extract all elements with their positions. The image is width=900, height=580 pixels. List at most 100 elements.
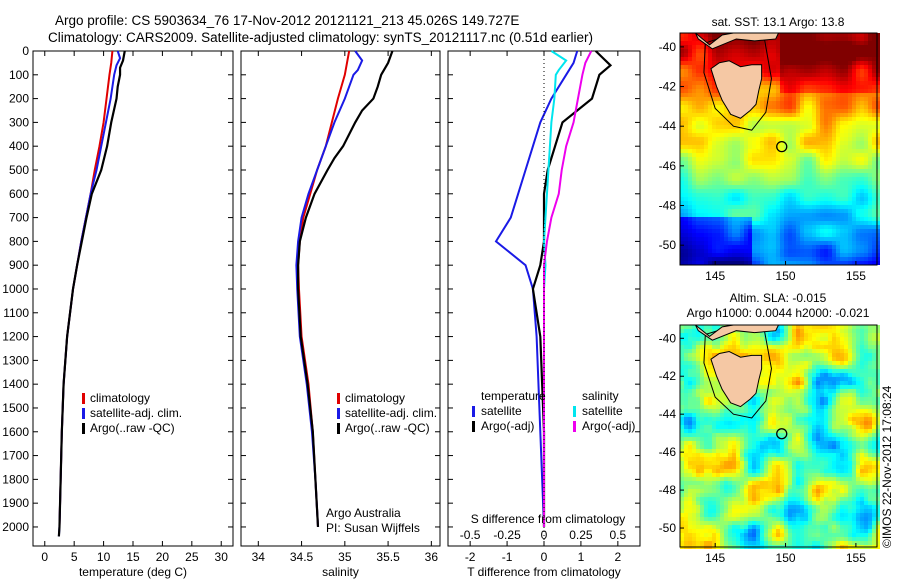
sst-map-cell: [776, 229, 780, 233]
sla-map-cell: [844, 345, 848, 349]
sla-map-cell: [700, 401, 704, 405]
sst-map-cell: [828, 93, 832, 97]
sst-map-cell: [760, 125, 764, 129]
sst-map-cell: [760, 157, 764, 161]
sla-map-cell: [756, 437, 760, 441]
sst-map-cell: [740, 253, 744, 257]
sla-map-cell: [704, 409, 708, 413]
sla-map-cell: [856, 345, 860, 349]
sst-map-cell: [840, 129, 844, 133]
sst-map-cell: [728, 209, 732, 213]
sla-map-cell: [712, 449, 716, 453]
sst-map-cell: [852, 197, 856, 201]
sst-map-cell: [812, 193, 816, 197]
sst-map-cell: [704, 129, 708, 133]
sst-map-cell: [716, 121, 720, 125]
sst-map-cell: [792, 137, 796, 141]
sst-map-cell: [852, 185, 856, 189]
sst-map-cell: [784, 161, 788, 165]
sst-map-cell: [792, 41, 796, 45]
sst-map-cell: [696, 113, 700, 117]
sla-map-cell: [856, 377, 860, 381]
sst-map-cell: [808, 101, 812, 105]
sst-map-cell: [800, 169, 804, 173]
sst-map-cell: [752, 253, 756, 257]
sst-map-cell: [876, 237, 880, 241]
sst-map-cell: [780, 33, 784, 37]
sst-map-cell: [776, 253, 780, 257]
sst-map-cell: [780, 201, 784, 205]
sst-map-cell: [848, 181, 852, 185]
sla-map-cell: [696, 461, 700, 465]
sst-map-cell: [740, 153, 744, 157]
sla-map-cell: [740, 465, 744, 469]
sst-map-cell: [784, 113, 788, 117]
sst-map-cell: [848, 57, 852, 61]
sla-map-cell: [856, 405, 860, 409]
sst-map-cell: [824, 201, 828, 205]
sst-map-cell: [848, 213, 852, 217]
sst-map-cell: [820, 121, 824, 125]
sst-map-cell: [768, 241, 772, 245]
sst-map-cell: [800, 61, 804, 65]
sst-map-cell: [820, 201, 824, 205]
sla-map-cell: [872, 345, 876, 349]
sst-map-cell: [704, 249, 708, 253]
temperature-profile-ytick-label: 1600: [2, 425, 29, 439]
sla-map-cell: [772, 437, 776, 441]
sst-map-cell: [760, 221, 764, 225]
sst-map-cell: [840, 61, 844, 65]
sst-map-cell: [852, 113, 856, 117]
sst-map-cell: [788, 137, 792, 141]
sst-map-cell: [712, 177, 716, 181]
sst-map-cell: [752, 53, 756, 57]
sla-map-cell: [756, 345, 760, 349]
sst-map-cell: [716, 101, 720, 105]
sst-map-cell: [800, 249, 804, 253]
sla-map-cell: [700, 449, 704, 453]
sst-map-cell: [684, 113, 688, 117]
sla-map-cell: [812, 413, 816, 417]
sla-map-cell: [872, 333, 876, 337]
sla-map-cell: [744, 409, 748, 413]
sst-map-cell: [792, 153, 796, 157]
sst-map-cell: [844, 261, 848, 265]
sst-map-cell: [872, 149, 876, 153]
sla-map-cell: [740, 341, 744, 345]
sst-map-cell: [824, 161, 828, 165]
sst-map-cell: [708, 109, 712, 113]
sst-map-cell: [764, 169, 768, 173]
sst-map-cell: [860, 41, 864, 45]
sla-map-cell: [760, 377, 764, 381]
sla-map-cell: [784, 389, 788, 393]
sst-map-cell: [836, 89, 840, 93]
sst-map-cell: [716, 137, 720, 141]
sst-map-cell: [716, 105, 720, 109]
sst-map-cell: [748, 61, 752, 65]
sst-map-cell: [788, 125, 792, 129]
sla-map-cell: [700, 337, 704, 341]
sst-map-cell: [832, 197, 836, 201]
sst-map-cell: [808, 97, 812, 101]
sla-map-cell: [844, 421, 848, 425]
sla-map-cell: [732, 429, 736, 433]
sla-map-cell: [792, 341, 796, 345]
sst-map-cell: [852, 161, 856, 165]
sla-map-cell: [816, 437, 820, 441]
sst-map-cell: [860, 189, 864, 193]
sla-map-cell: [736, 409, 740, 413]
sst-map-cell: [836, 205, 840, 209]
sst-map-cell: [828, 73, 832, 77]
sst-map-cell: [808, 33, 812, 37]
sst-map-cell: [688, 37, 692, 41]
sla-map-cell: [816, 465, 820, 469]
sla-map-cell: [696, 361, 700, 365]
sla-map-cell: [700, 341, 704, 345]
sst-map-cell: [808, 257, 812, 261]
sla-map-cell: [712, 421, 716, 425]
sst-map-cell: [692, 77, 696, 81]
sst-map-cell: [824, 185, 828, 189]
sla-map-cell: [824, 449, 828, 453]
sst-map-cell: [820, 33, 824, 37]
sla-map-cell: [812, 421, 816, 425]
